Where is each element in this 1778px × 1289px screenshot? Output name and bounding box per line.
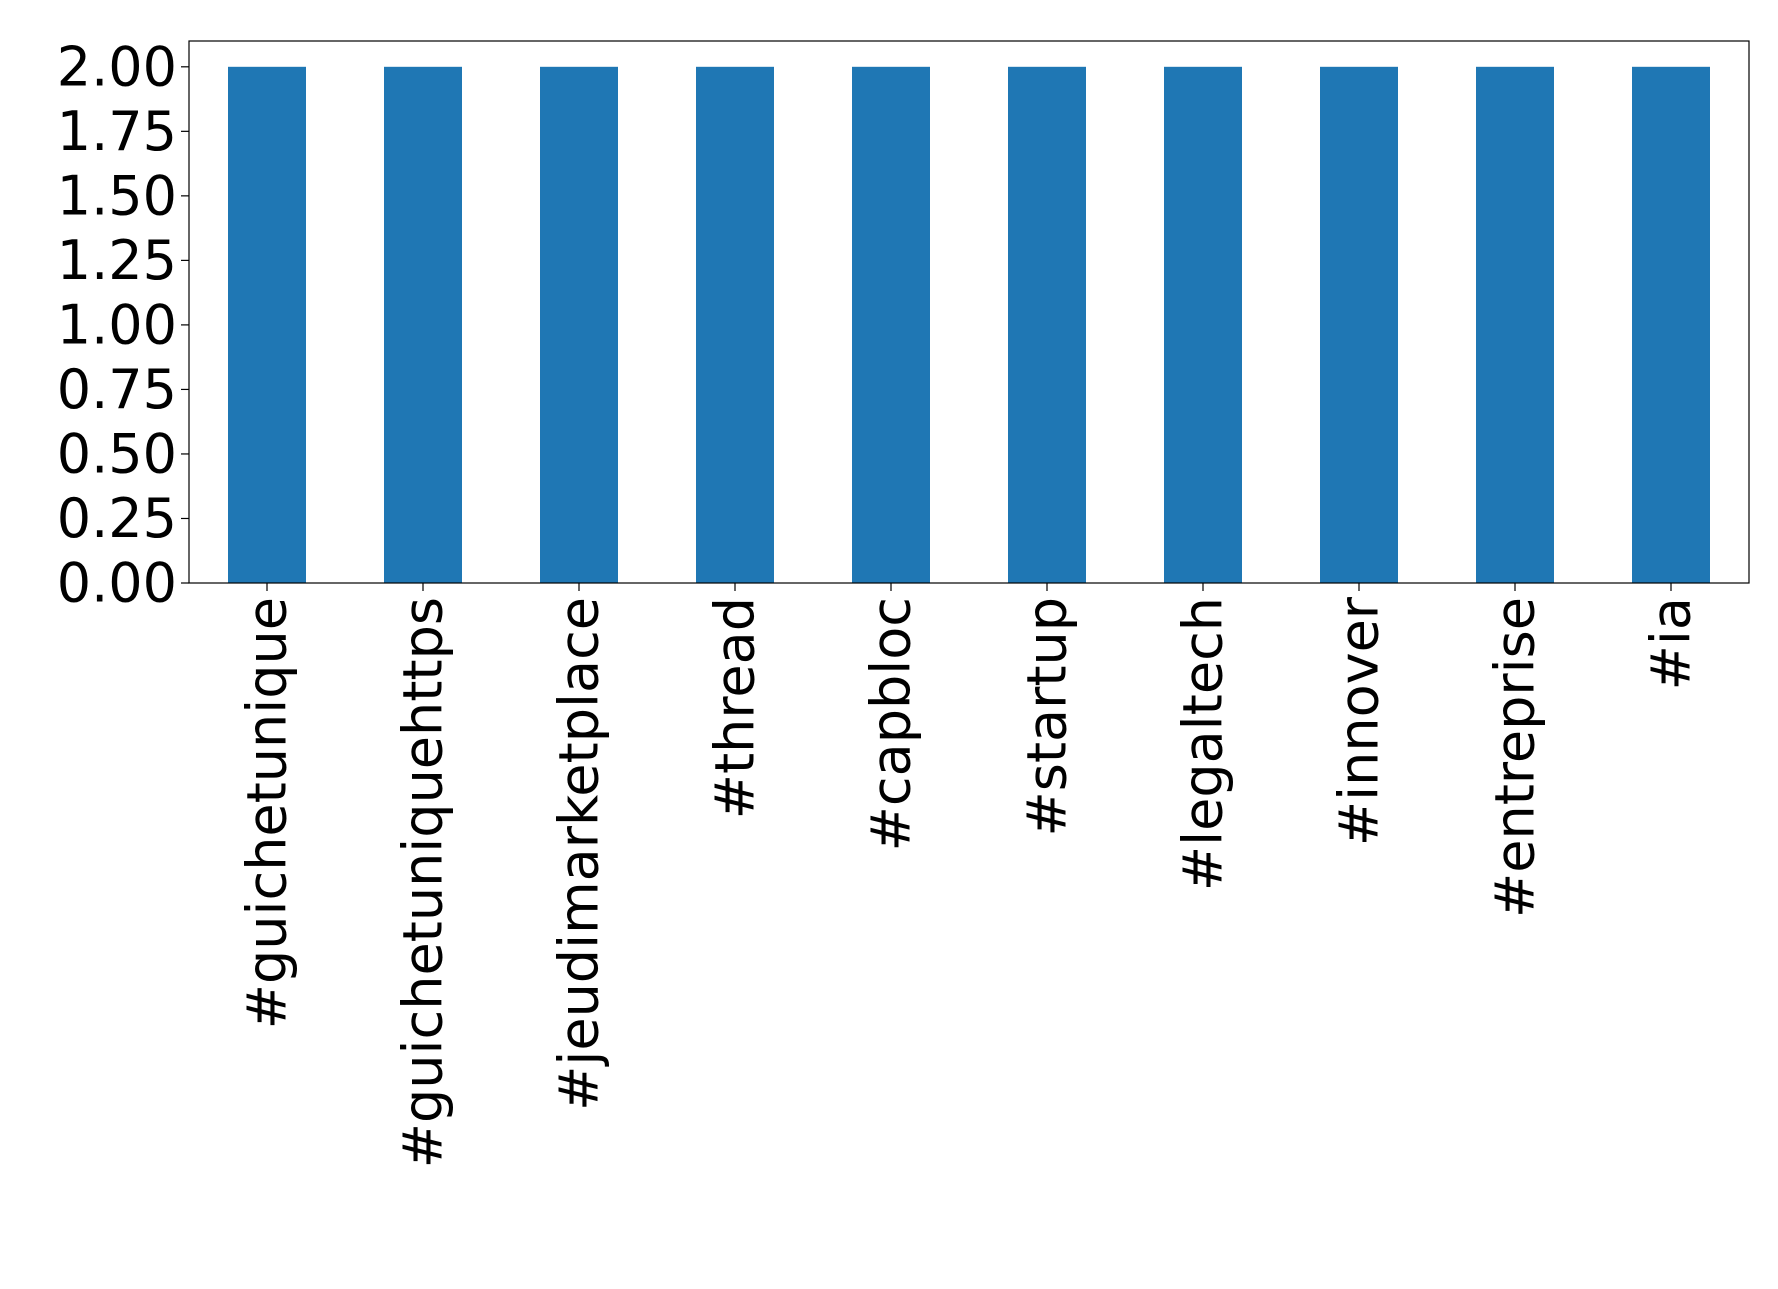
x-tick-label: #ia bbox=[1640, 597, 1703, 690]
x-tick-label: #guichetuniquehttps bbox=[392, 597, 455, 1168]
x-tick-label: #entreprise bbox=[1484, 597, 1547, 918]
x-tick-label: #startup bbox=[1016, 597, 1079, 837]
y-tick-label: 0.25 bbox=[57, 487, 177, 550]
x-tick-label: #guichetunique bbox=[236, 597, 299, 1029]
bar bbox=[540, 66, 618, 584]
bar bbox=[228, 66, 306, 584]
bar bbox=[1008, 66, 1086, 584]
bar bbox=[696, 66, 774, 584]
x-tick-label: #innover bbox=[1328, 596, 1391, 846]
y-tick-label: 1.00 bbox=[57, 293, 177, 356]
y-tick-label: 2.00 bbox=[57, 35, 177, 98]
x-tick-label: #jeudimarketplace bbox=[548, 597, 611, 1111]
x-tick-label: #thread bbox=[704, 597, 767, 819]
y-tick-label: 1.50 bbox=[57, 164, 177, 227]
x-tick-label: #capbloc bbox=[860, 597, 923, 851]
y-tick-label: 0.00 bbox=[57, 552, 177, 615]
y-tick-label: 0.75 bbox=[57, 358, 177, 421]
bar bbox=[1632, 66, 1710, 584]
bar bbox=[1320, 66, 1398, 584]
bar bbox=[852, 66, 930, 584]
plot-frame bbox=[188, 40, 1750, 584]
bar bbox=[1476, 66, 1554, 584]
y-tick-label: 1.25 bbox=[57, 229, 177, 292]
bar bbox=[384, 66, 462, 584]
bar bbox=[1164, 66, 1242, 584]
y-tick-label: 1.75 bbox=[57, 100, 177, 163]
y-tick-label: 0.50 bbox=[57, 422, 177, 485]
x-tick-label: #legaltech bbox=[1172, 597, 1235, 891]
